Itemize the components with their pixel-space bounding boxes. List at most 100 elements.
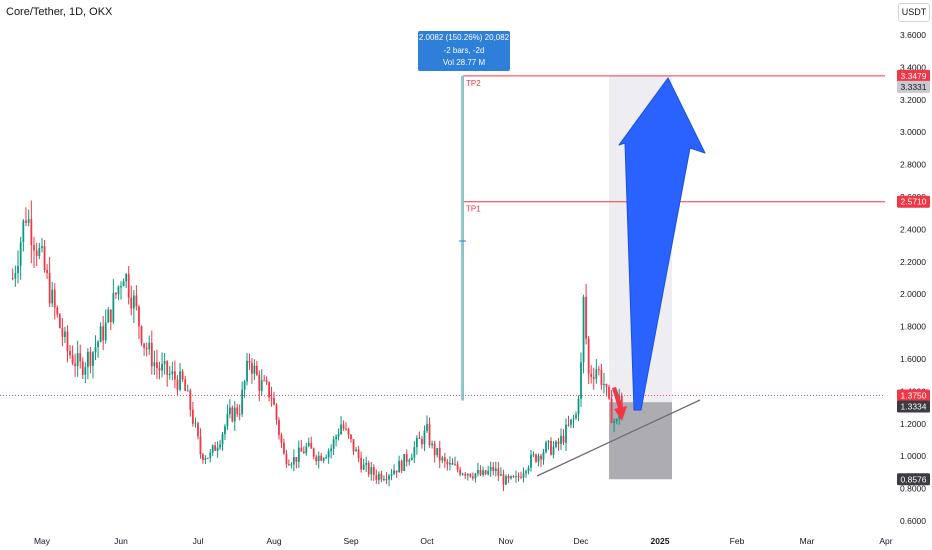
candle-body [482,470,484,475]
candle-body [355,449,357,452]
price-tag: 1.3750 [897,389,930,402]
candle-body [226,414,229,427]
candle-body [560,435,562,444]
candle-body [383,479,385,481]
candle-body [94,347,97,353]
candle-body [474,473,477,479]
currency-button[interactable]: USDT [898,3,930,22]
candle-body [84,367,87,375]
candle-body [492,466,495,472]
candle-body [150,342,153,367]
y-tick-label: 0.6000 [900,516,926,526]
candle-body [191,409,194,424]
candle-body [233,407,236,422]
candle-body [117,286,120,295]
dip-arrow[interactable] [612,387,627,421]
target-arrow[interactable] [618,77,706,411]
candle-body [418,437,421,439]
candle-body [86,351,89,368]
price-tag-label: 0.8576 [901,474,927,484]
trend-line[interactable] [536,399,701,477]
candle-body [35,250,38,257]
candle-body [335,436,337,440]
price-tag-label: 3.3331 [901,82,927,92]
x-tick-label: Jun [114,536,128,546]
candle-body [130,297,133,309]
candle-body [216,447,219,451]
candle-body [140,326,143,344]
candle-body [380,473,383,480]
candle-body [295,457,298,462]
candle-body [27,219,30,223]
candle-body [202,454,204,460]
candle-body [41,246,43,249]
y-tick-label: 1.2000 [900,419,926,429]
candle-body [372,467,375,476]
candle-body [30,219,33,246]
price-tag-label: 1.3750 [901,390,927,400]
price-tag: 2.5710 [897,195,930,208]
candle-body [620,395,623,408]
symbol-title[interactable]: Core/Tether, 1D, OKX [6,6,113,18]
tp2-label: TP2 [466,79,481,88]
candles-layer [11,200,623,492]
candle-body [197,423,199,437]
time-axis[interactable]: May Jun Jul Aug Sep Oct Nov Dec 2025 Feb Mar Apr [34,536,893,546]
candle-body [22,220,25,243]
candle-body [330,448,333,452]
candle-body [595,369,598,379]
candle-body [360,457,363,470]
candle-body [580,362,582,399]
candle-body [206,457,209,459]
x-tick-label: May [34,536,51,546]
candle-body [441,457,444,461]
measure-volume: Vol 28.77 M [442,58,486,67]
x-tick-label: Oct [420,536,434,546]
candle-body [484,470,487,475]
candle-body [610,398,613,423]
price-tag-bg [897,195,930,208]
candle-body [527,467,530,472]
price-tag: 0.8576 [897,473,930,486]
candle-body [125,274,128,282]
candle-body [14,273,17,279]
candle-body [122,281,125,287]
candle-body [64,331,66,337]
candle-body [436,447,439,456]
x-tick-label: Jul [193,536,204,546]
candle-body [603,383,605,385]
candle-body [132,295,135,309]
candle-body [517,476,520,478]
y-tick-label: 2.2000 [900,257,926,267]
candle-body [307,442,310,447]
candle-body [375,475,378,480]
y-tick-label: 3.4000 [900,62,926,72]
candle-body [231,407,234,422]
candle-body [530,454,532,468]
price-axis[interactable]: 0.60000.80001.00001.20001.40001.60001.80… [900,30,926,526]
candle-body [487,470,490,475]
candle-body [246,360,248,382]
candle-body [115,292,117,295]
candle-body [186,390,189,392]
candle-body [33,245,35,251]
candle-body [522,473,525,478]
candle-body [69,351,71,356]
candle-body [46,270,48,273]
candle-body [248,360,251,363]
candle-body [597,369,600,371]
candle-body [461,473,464,475]
candle-body [325,457,328,459]
candle-body [221,434,224,445]
candle-body [300,447,303,452]
candle-body [38,248,41,257]
candle-body [413,447,416,458]
candle-body [469,473,472,477]
candle-body [89,351,92,366]
candle-body [127,274,130,298]
candle-body [148,342,151,350]
candle-body [312,448,315,457]
candle-body [415,437,418,448]
candle-body [51,289,54,304]
